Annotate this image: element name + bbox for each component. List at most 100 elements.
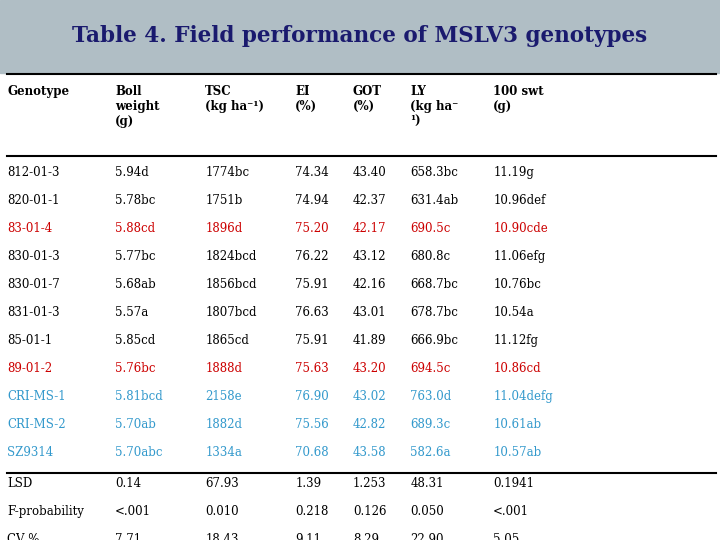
Text: 830-01-7: 830-01-7 bbox=[7, 278, 60, 291]
Text: (g): (g) bbox=[115, 115, 135, 128]
Text: 5.81bcd: 5.81bcd bbox=[115, 390, 163, 403]
Text: 5.77bc: 5.77bc bbox=[115, 250, 156, 263]
Text: <.001: <.001 bbox=[493, 505, 529, 518]
Text: 1807bcd: 1807bcd bbox=[205, 306, 257, 319]
Text: EI: EI bbox=[295, 85, 310, 98]
Text: 10.76bc: 10.76bc bbox=[493, 278, 541, 291]
Text: 10.61ab: 10.61ab bbox=[493, 418, 541, 431]
Text: 0.14: 0.14 bbox=[115, 477, 141, 490]
Text: Genotype: Genotype bbox=[7, 85, 69, 98]
Text: 9.11: 9.11 bbox=[295, 534, 321, 540]
Text: 1751b: 1751b bbox=[205, 194, 243, 207]
Text: CV %: CV % bbox=[7, 534, 40, 540]
Text: LSD: LSD bbox=[7, 477, 32, 490]
Text: TSC: TSC bbox=[205, 85, 232, 98]
Text: 85-01-1: 85-01-1 bbox=[7, 334, 53, 347]
Text: 812-01-3: 812-01-3 bbox=[7, 166, 60, 179]
Text: 1774bc: 1774bc bbox=[205, 166, 249, 179]
Text: 10.54a: 10.54a bbox=[493, 306, 534, 319]
Text: 43.40: 43.40 bbox=[353, 166, 387, 179]
Text: 1.253: 1.253 bbox=[353, 477, 387, 490]
Text: 10.86cd: 10.86cd bbox=[493, 362, 541, 375]
Text: 820-01-1: 820-01-1 bbox=[7, 194, 60, 207]
Text: 1896d: 1896d bbox=[205, 222, 243, 235]
Text: 10.57ab: 10.57ab bbox=[493, 447, 541, 460]
Text: 11.04defg: 11.04defg bbox=[493, 390, 553, 403]
Text: 76.63: 76.63 bbox=[295, 306, 329, 319]
Text: F-probability: F-probability bbox=[7, 505, 84, 518]
Text: 10.90cde: 10.90cde bbox=[493, 222, 548, 235]
Text: 1888d: 1888d bbox=[205, 362, 242, 375]
Text: 5.76bc: 5.76bc bbox=[115, 362, 156, 375]
Text: 8.29: 8.29 bbox=[353, 534, 379, 540]
Text: 1856bcd: 1856bcd bbox=[205, 278, 257, 291]
Text: (%): (%) bbox=[353, 100, 375, 113]
Text: 11.19g: 11.19g bbox=[493, 166, 534, 179]
Text: 1865cd: 1865cd bbox=[205, 334, 249, 347]
Text: 5.05: 5.05 bbox=[493, 534, 519, 540]
Text: 89-01-2: 89-01-2 bbox=[7, 362, 53, 375]
Text: LY: LY bbox=[410, 85, 426, 98]
Text: 75.20: 75.20 bbox=[295, 222, 329, 235]
Text: 0.010: 0.010 bbox=[205, 505, 239, 518]
Text: SZ9314: SZ9314 bbox=[7, 447, 53, 460]
Text: 5.94d: 5.94d bbox=[115, 166, 149, 179]
Text: 5.70abc: 5.70abc bbox=[115, 447, 163, 460]
Text: 22.90: 22.90 bbox=[410, 534, 444, 540]
Text: 43.58: 43.58 bbox=[353, 447, 387, 460]
Text: 75.56: 75.56 bbox=[295, 418, 329, 431]
Text: 831-01-3: 831-01-3 bbox=[7, 306, 60, 319]
Text: 0.218: 0.218 bbox=[295, 505, 328, 518]
Text: GOT: GOT bbox=[353, 85, 382, 98]
Text: 11.06efg: 11.06efg bbox=[493, 250, 546, 263]
Text: weight: weight bbox=[115, 100, 160, 113]
Text: Boll: Boll bbox=[115, 85, 142, 98]
Text: 658.3bc: 658.3bc bbox=[410, 166, 458, 179]
Text: 666.9bc: 666.9bc bbox=[410, 334, 459, 347]
Text: 76.22: 76.22 bbox=[295, 250, 329, 263]
Text: Table 4. Field performance of MSLV3 genotypes: Table 4. Field performance of MSLV3 geno… bbox=[73, 25, 647, 48]
Text: 75.63: 75.63 bbox=[295, 362, 329, 375]
Text: 5.85cd: 5.85cd bbox=[115, 334, 156, 347]
Text: 5.57a: 5.57a bbox=[115, 306, 148, 319]
Text: 43.12: 43.12 bbox=[353, 250, 387, 263]
Text: 680.8c: 680.8c bbox=[410, 250, 451, 263]
Text: 74.34: 74.34 bbox=[295, 166, 329, 179]
Text: CRI-MS-1: CRI-MS-1 bbox=[7, 390, 66, 403]
Text: 763.0d: 763.0d bbox=[410, 390, 451, 403]
Text: 75.91: 75.91 bbox=[295, 334, 329, 347]
Bar bbox=[0, 0, 720, 73]
Text: 100 swt: 100 swt bbox=[493, 85, 544, 98]
Text: 76.90: 76.90 bbox=[295, 390, 329, 403]
Text: 5.68ab: 5.68ab bbox=[115, 278, 156, 291]
Text: 43.01: 43.01 bbox=[353, 306, 387, 319]
Text: 41.89: 41.89 bbox=[353, 334, 387, 347]
Text: 18.43: 18.43 bbox=[205, 534, 239, 540]
Text: 42.82: 42.82 bbox=[353, 418, 386, 431]
Text: 67.93: 67.93 bbox=[205, 477, 239, 490]
Text: 42.16: 42.16 bbox=[353, 278, 387, 291]
Text: 43.02: 43.02 bbox=[353, 390, 387, 403]
Text: 678.7bc: 678.7bc bbox=[410, 306, 458, 319]
Text: 668.7bc: 668.7bc bbox=[410, 278, 458, 291]
Text: 2158e: 2158e bbox=[205, 390, 242, 403]
Text: 5.78bc: 5.78bc bbox=[115, 194, 156, 207]
Text: 70.68: 70.68 bbox=[295, 447, 329, 460]
Text: 74.94: 74.94 bbox=[295, 194, 329, 207]
Text: 11.12fg: 11.12fg bbox=[493, 334, 539, 347]
Text: 1334a: 1334a bbox=[205, 447, 242, 460]
Text: 43.20: 43.20 bbox=[353, 362, 387, 375]
Text: 689.3c: 689.3c bbox=[410, 418, 451, 431]
Text: 830-01-3: 830-01-3 bbox=[7, 250, 60, 263]
Text: (kg ha⁻: (kg ha⁻ bbox=[410, 100, 459, 113]
Text: 694.5c: 694.5c bbox=[410, 362, 451, 375]
Text: 5.70ab: 5.70ab bbox=[115, 418, 156, 431]
Text: 1824bcd: 1824bcd bbox=[205, 250, 256, 263]
Text: (g): (g) bbox=[493, 100, 513, 113]
Text: 10.96def: 10.96def bbox=[493, 194, 546, 207]
Text: 48.31: 48.31 bbox=[410, 477, 444, 490]
Text: (%): (%) bbox=[295, 100, 318, 113]
Text: 42.37: 42.37 bbox=[353, 194, 387, 207]
Text: 631.4ab: 631.4ab bbox=[410, 194, 459, 207]
Text: 7.71: 7.71 bbox=[115, 534, 141, 540]
